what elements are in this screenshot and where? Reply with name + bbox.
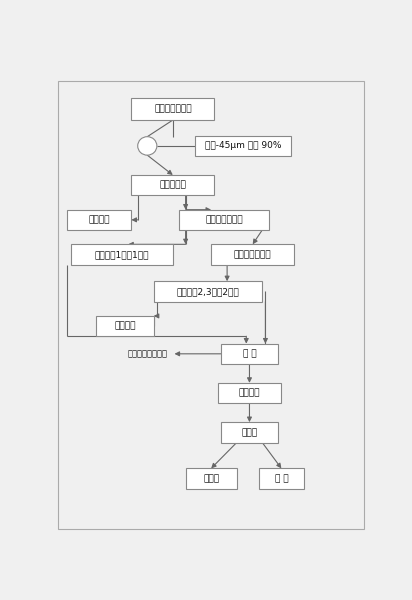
Text: 铁精矿: 铁精矿 <box>203 474 219 483</box>
FancyBboxPatch shape <box>131 98 214 120</box>
FancyBboxPatch shape <box>185 469 236 489</box>
Text: 磁累选: 磁累选 <box>241 428 258 437</box>
FancyBboxPatch shape <box>179 209 269 230</box>
FancyBboxPatch shape <box>218 383 281 403</box>
FancyBboxPatch shape <box>221 344 278 364</box>
Text: 还原焙烧: 还原焙烧 <box>239 389 260 398</box>
FancyBboxPatch shape <box>259 469 304 489</box>
FancyBboxPatch shape <box>131 175 214 196</box>
Text: 含磷泡床: 含磷泡床 <box>114 322 136 331</box>
Text: 滤液返回循环使用: 滤液返回循环使用 <box>127 349 167 358</box>
FancyBboxPatch shape <box>68 209 131 230</box>
Ellipse shape <box>138 137 157 155</box>
Text: 含硫泡床: 含硫泡床 <box>89 215 110 224</box>
Text: 反浮选粗选脱磷: 反浮选粗选脱磷 <box>205 215 243 224</box>
Text: 尾 矿: 尾 矿 <box>274 474 288 483</box>
Text: 含磷泡床1精选1脱磷: 含磷泡床1精选1脱磷 <box>94 250 149 259</box>
FancyBboxPatch shape <box>211 244 294 265</box>
Text: 磨矿-45μm 大于 90%: 磨矿-45μm 大于 90% <box>205 142 281 151</box>
FancyBboxPatch shape <box>195 136 291 156</box>
FancyBboxPatch shape <box>154 281 262 302</box>
FancyBboxPatch shape <box>221 422 278 443</box>
Text: 含磷泡床2,3精选2脱磷: 含磷泡床2,3精选2脱磷 <box>177 287 239 296</box>
Text: 高磷硫型菱铁矿: 高磷硫型菱铁矿 <box>154 104 192 113</box>
Text: 反浮选扫选脱磷: 反浮选扫选脱磷 <box>234 250 272 259</box>
FancyBboxPatch shape <box>96 316 154 336</box>
Text: 过 滤: 过 滤 <box>243 349 256 358</box>
FancyBboxPatch shape <box>71 244 173 265</box>
Text: 反浮选脱硫: 反浮选脱硫 <box>159 181 186 190</box>
